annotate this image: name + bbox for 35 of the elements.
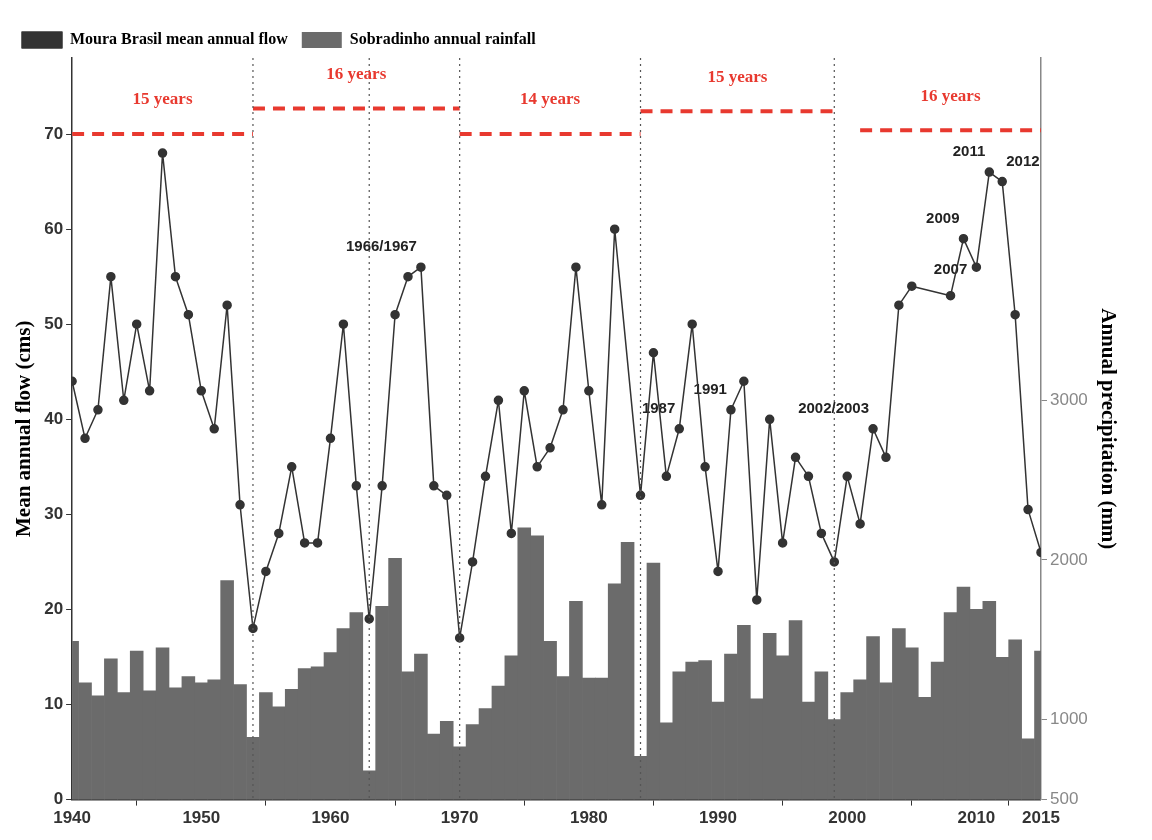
series-label: 16 years bbox=[326, 63, 387, 83]
legend-label: Moura Brasil mean annual flow bbox=[70, 30, 289, 48]
series-label: 14 years bbox=[520, 89, 581, 109]
annotation: 2012 bbox=[1006, 151, 1040, 169]
series-label: 16 years bbox=[920, 85, 981, 105]
annotation: 2002/2003 bbox=[798, 398, 870, 416]
series-label: 15 years bbox=[707, 66, 768, 86]
y-tick-label: 40 bbox=[44, 408, 64, 428]
x-tick-label: 1940 bbox=[53, 808, 92, 828]
y-tick-label: 50 bbox=[44, 313, 64, 333]
x-tick-label: 1980 bbox=[569, 808, 608, 828]
x-tick-label: 1990 bbox=[699, 808, 737, 828]
y-tick-label: 20 bbox=[44, 599, 64, 619]
y-tick-label: 30 bbox=[44, 504, 64, 524]
y-axis-title: Mean annual flow (cms) bbox=[11, 320, 36, 538]
y2-tick-label: 2000 bbox=[1049, 549, 1088, 569]
annotation: 2009 bbox=[926, 208, 960, 226]
x-tick-label: 2010 bbox=[957, 808, 996, 828]
x-tick-label: 1970 bbox=[440, 808, 479, 828]
y2-tick-label: 1000 bbox=[1049, 709, 1088, 729]
x-tick-label: 2015 bbox=[1022, 808, 1060, 828]
y-tick-label: 10 bbox=[44, 694, 64, 714]
x-tick-label: 1960 bbox=[311, 808, 350, 828]
y2-axis-title: Annual precipitation (mm) bbox=[1096, 308, 1121, 550]
y-tick-label: 60 bbox=[44, 218, 64, 238]
y-tick-label: 70 bbox=[44, 123, 64, 143]
y-tick-label: 0 bbox=[53, 789, 64, 809]
x-tick-label: 2000 bbox=[828, 808, 867, 828]
x-tick-label: 1950 bbox=[182, 808, 221, 828]
y2-tick-label: 500 bbox=[1049, 789, 1079, 809]
legend-label: Sobradinho annual rainfall bbox=[349, 30, 537, 48]
y2-tick-label: 3000 bbox=[1049, 389, 1088, 409]
series-label: 15 years bbox=[132, 89, 193, 109]
annotation: 1966/1967 bbox=[346, 237, 417, 255]
annotation: 2011 bbox=[952, 142, 986, 160]
